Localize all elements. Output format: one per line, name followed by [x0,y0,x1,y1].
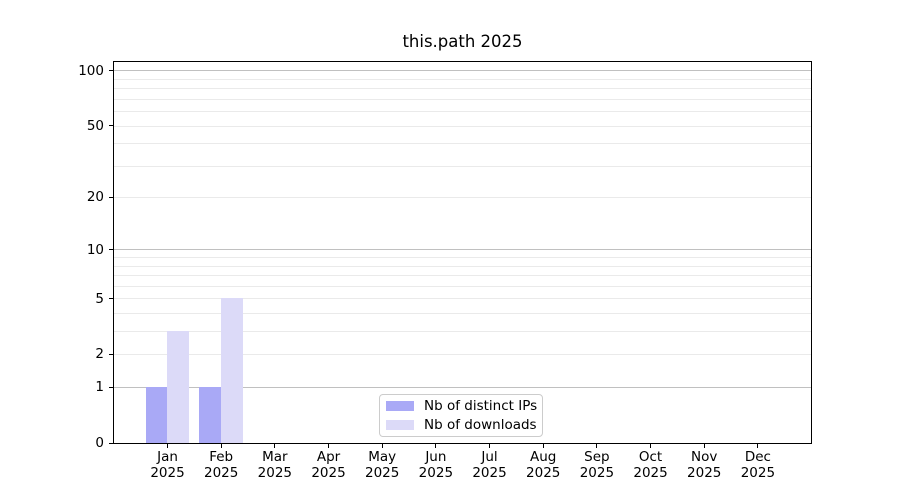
x-tick-label-feb: Feb 2025 [203,449,239,481]
legend-item-distinct-ips: Nb of distinct IPs [386,398,542,414]
y-tick-label-5: 5 [95,290,104,307]
x-tick-label-jul: Jul 2025 [472,449,507,481]
plot-area: Nb of distinct IPs Nb of downloads [113,61,812,444]
y-tick-mark-1 [108,386,113,388]
x-tick-mark-sep [596,444,598,449]
x-tick-label-dec: Dec 2025 [740,449,776,481]
gridline-minor-2 [114,354,811,356]
gridline-minor-4 [114,313,811,315]
legend-item-downloads: Nb of downloads [386,417,542,433]
y-tick-mark-20 [108,196,113,198]
legend: Nb of distinct IPs Nb of downloads [379,394,543,437]
y-tick-label-100: 100 [78,62,104,79]
gridline-minor-40 [114,143,811,145]
gridline-minor-8 [114,265,811,267]
legend-swatch-distinct-ips [386,400,414,412]
x-tick-mark-jan [166,444,169,449]
bar-distinct-ips-feb [199,387,221,443]
x-tick-label-mar: Mar 2025 [257,449,293,481]
gridline-minor-60 [114,111,811,113]
gridline-minor-80 [114,88,811,90]
gridline-minor-90 [114,78,811,80]
gridline-minor-70 [114,98,811,100]
legend-label-distinct-ips: Nb of distinct IPs [424,398,538,414]
gridline-major-1 [114,387,811,389]
x-tick-label-jun: Jun 2025 [418,449,454,481]
x-tick-mark-may [381,444,383,449]
y-tick-mark-5 [108,297,113,300]
gridline-minor-3 [114,331,811,333]
y-tick-label-2: 2 [95,346,104,363]
x-tick-label-jan: Jan 2025 [150,449,185,481]
x-tick-mark-oct [649,444,652,449]
y-tick-label-20: 20 [86,189,104,206]
y-tick-mark-0 [108,442,113,444]
x-tick-label-may: May 2025 [365,449,400,481]
y-tick-mark-50 [108,125,113,127]
x-tick-mark-jun [435,444,437,449]
y-tick-mark-2 [108,353,113,356]
x-tick-label-aug: Aug 2025 [526,449,561,481]
x-tick-mark-jul [488,444,491,449]
gridline-minor-20 [114,197,811,199]
gridline-minor-9 [114,257,811,259]
gridline-minor-6 [114,285,811,287]
gridline-minor-7 [114,275,811,277]
gridline-minor-50 [114,125,811,127]
y-tick-mark-10 [108,248,113,251]
x-tick-label-nov: Nov 2025 [687,449,722,481]
gridline-major-10 [114,249,811,251]
x-tick-label-sep: Sep 2025 [579,449,615,481]
y-tick-label-1: 1 [95,379,104,396]
y-tick-mark-100 [108,69,113,72]
x-tick-label-oct: Oct 2025 [633,449,668,481]
legend-swatch-downloads [386,419,414,431]
x-tick-mark-feb [220,444,222,449]
x-tick-mark-nov [703,444,705,449]
x-tick-mark-dec [757,444,759,449]
bar-downloads-feb [220,298,243,443]
y-tick-label-0: 0 [95,435,104,452]
chart-title: this.path 2025 [402,32,523,51]
legend-label-downloads: Nb of downloads [424,417,537,433]
gridline-major-100 [114,70,811,72]
bar-downloads-jan [167,331,190,443]
gridline-minor-5 [114,298,811,300]
gridline-minor-30 [114,165,811,167]
y-tick-label-50: 50 [86,117,104,134]
x-tick-mark-apr [327,444,330,449]
y-tick-label-10: 10 [86,241,104,258]
x-tick-label-apr: Apr 2025 [311,449,346,481]
x-tick-mark-mar [274,444,276,449]
x-tick-mark-aug [542,444,544,449]
bar-distinct-ips-jan [145,387,168,443]
